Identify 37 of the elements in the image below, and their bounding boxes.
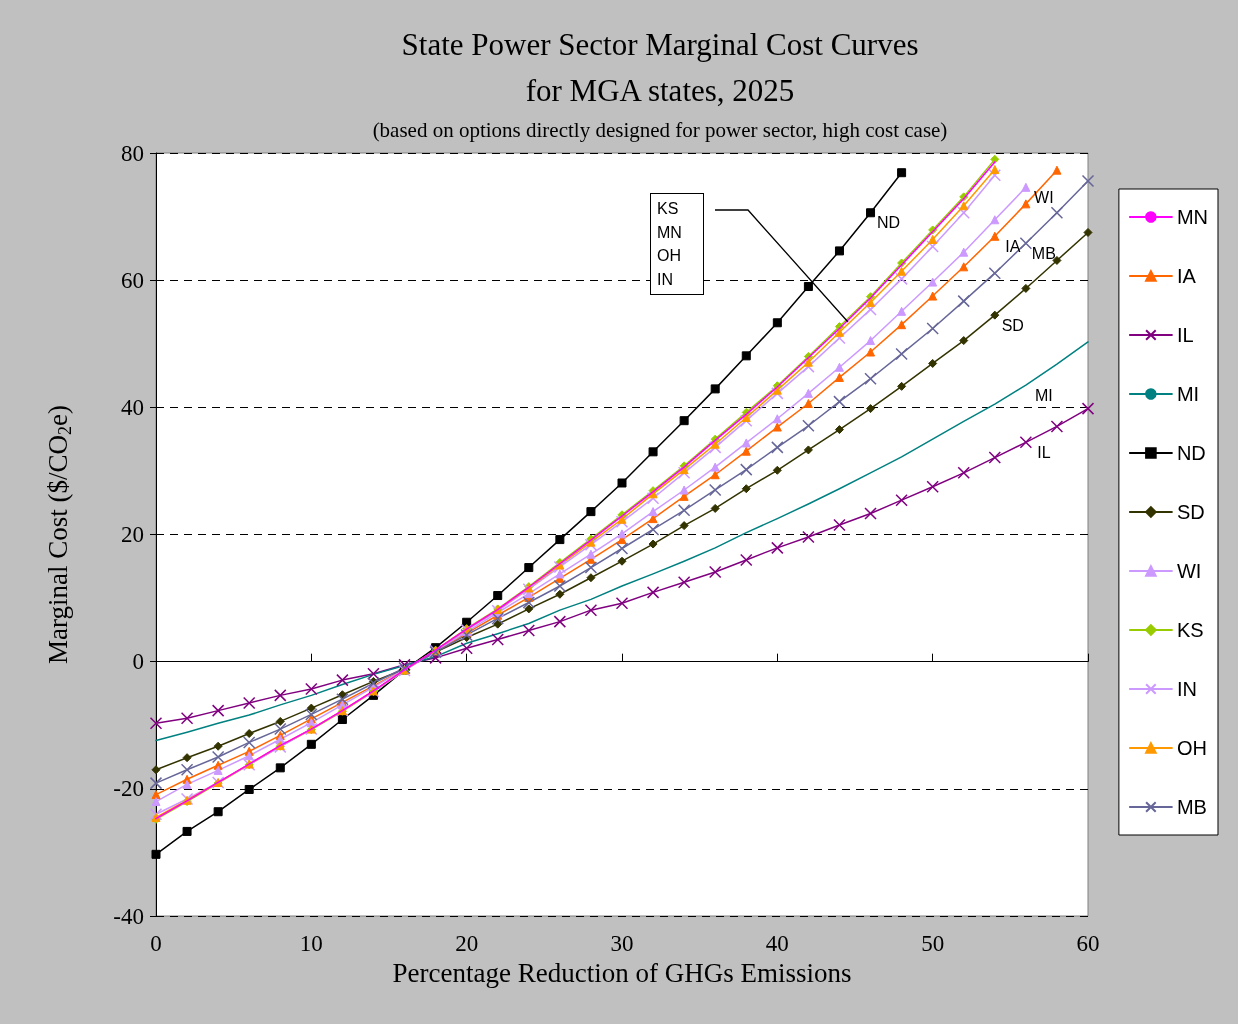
annotation: IA xyxy=(1005,237,1021,255)
annotation: MB xyxy=(1031,244,1056,262)
x-tick-label: 60 xyxy=(1076,931,1100,956)
annotation: SD xyxy=(1001,316,1024,334)
annotation: ND xyxy=(876,214,901,232)
legend-label: MN xyxy=(1176,206,1209,228)
chart-subtitle: (based on options directly designed for power sector, high cost case) xyxy=(372,117,948,142)
annotation: IL xyxy=(1037,443,1051,461)
annotation: KS MN OH IN xyxy=(650,193,704,295)
y-tick-label: 40 xyxy=(121,394,144,420)
y-tick-label: -40 xyxy=(113,903,144,929)
y-axis-title: Marginal Cost ($/CO2e) xyxy=(43,405,75,664)
y-tick-label: -20 xyxy=(113,776,144,802)
x-axis-title: Percentage Reduction of GHGs Emissions xyxy=(392,958,852,989)
legend-label: ND xyxy=(1176,442,1206,464)
x-tick-label: 0 xyxy=(150,931,162,956)
legend-label: MI xyxy=(1176,383,1200,405)
y-tick-label: 80 xyxy=(121,140,144,166)
y-tick-label: 20 xyxy=(121,522,144,547)
legend-label: IN xyxy=(1176,678,1197,700)
annotation: WI xyxy=(1034,188,1054,206)
legend-label: SD xyxy=(1176,501,1205,523)
x-tick-label: 30 xyxy=(610,931,634,956)
annotation: MI xyxy=(1034,386,1053,404)
chart-title: State Power Sector Marginal Cost Curves for MGA states, 2025 xyxy=(401,26,919,108)
x-tick-label: 50 xyxy=(921,931,945,956)
legend-label: MB xyxy=(1176,796,1207,818)
y-tick-label: 60 xyxy=(121,267,144,293)
y-tick-label: 0 xyxy=(132,649,144,675)
x-tick-label: 40 xyxy=(765,931,789,956)
legend-label: IA xyxy=(1176,265,1197,287)
legend-label: OH xyxy=(1176,737,1207,759)
x-tick-label: 10 xyxy=(299,931,323,956)
legend-label: IL xyxy=(1176,324,1194,346)
x-tick-label: 20 xyxy=(455,931,479,956)
legend-label: KS xyxy=(1176,619,1204,641)
legend-label: WI xyxy=(1176,560,1202,582)
